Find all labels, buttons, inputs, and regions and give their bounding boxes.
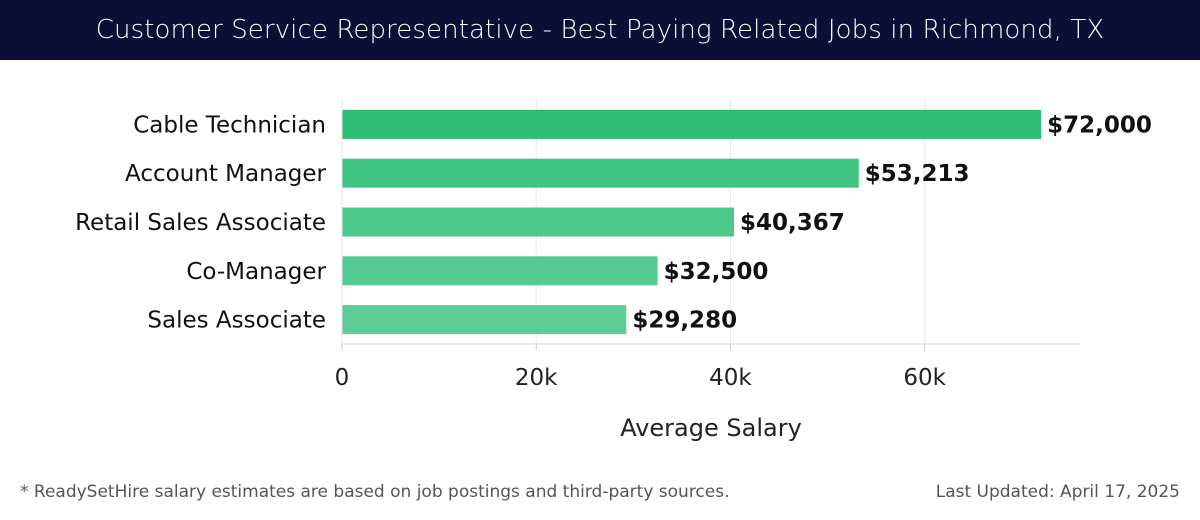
bar [342, 256, 658, 286]
last-updated: Last Updated: April 17, 2025 [935, 482, 1180, 502]
bars: Cable Technician $72,000 Account Manager $5… [75, 109, 1152, 335]
salary-bar-chart: Cable Technician $72,000 Account Manager $5… [75, 100, 1152, 442]
category-label: Cable Technician [133, 112, 326, 138]
value-label: $72,000 [1047, 112, 1152, 138]
x-tick-label: 60k [903, 365, 946, 391]
footer-disclaimer: * ReadySetHire salary estimates are base… [20, 482, 730, 502]
category-label: Retail Sales Associate [75, 210, 326, 236]
x-tick-label: 20k [515, 365, 558, 391]
bar [342, 305, 627, 335]
category-label: Account Manager [125, 161, 327, 187]
value-label: $40,367 [740, 210, 845, 236]
chart-title: Customer Service Representative - Best P… [95, 15, 1105, 45]
bar [342, 158, 859, 188]
category-label: Sales Associate [147, 308, 326, 334]
x-tick-label: 40k [709, 365, 752, 391]
bar [342, 207, 734, 237]
category-label: Co-Manager [186, 259, 326, 285]
x-axis-label: Average Salary [620, 414, 802, 442]
x-tick-label: 0 [335, 365, 350, 391]
value-label: $32,500 [664, 259, 769, 285]
value-label: $29,280 [632, 308, 737, 334]
x-axis: 0 20k 40k 60k [335, 100, 1080, 391]
chart-title-banner: Customer Service Representative - Best P… [0, 0, 1200, 60]
value-label: $53,213 [865, 161, 970, 187]
bar [342, 109, 1042, 139]
